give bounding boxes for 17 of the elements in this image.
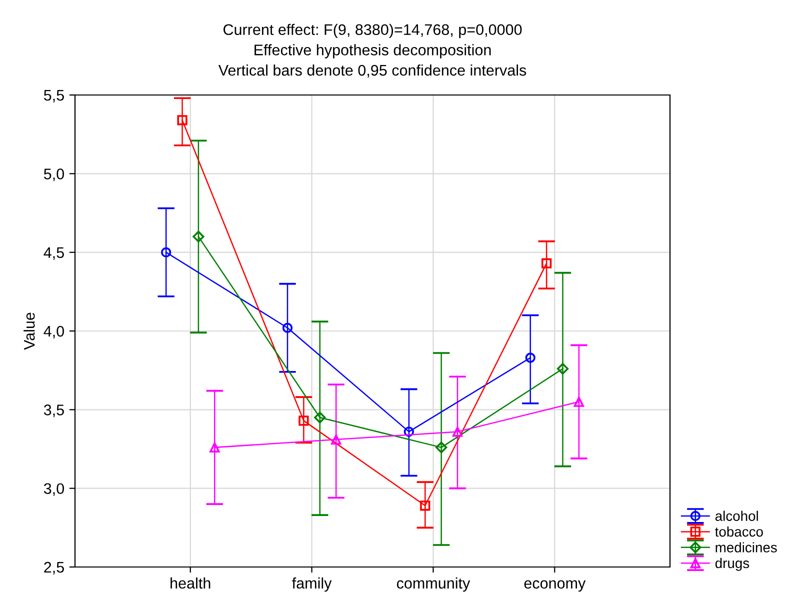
legend-label: medicines — [716, 542, 777, 552]
y-tick-label: 5,0 — [44, 168, 64, 182]
y-tick-label: 2,5 — [44, 562, 64, 574]
chart-title: Current effect: F(9, 8380)=14,768, p=0,0000 Effective hypothesis decomposition Vertical bars denote 0,95 confidence intervals — [218, 24, 526, 78]
y-tick-label: 3,5 — [44, 404, 64, 418]
x-tick-label: economy — [524, 580, 586, 592]
x-tick-label: community — [396, 577, 470, 592]
y-tick-label: 3,0 — [44, 483, 64, 496]
y-tick-label: 4,0 — [44, 326, 64, 338]
y-axis-title: Value — [24, 312, 35, 350]
legend-label: drugs — [715, 558, 750, 571]
legend-label: tobacco — [715, 526, 763, 537]
x-tick-label: family — [292, 577, 332, 592]
y-tick-label: 5,5 — [44, 90, 64, 102]
legend-label: alcohol — [715, 510, 758, 521]
y-tick-label: 4,5 — [44, 247, 64, 260]
x-tick-label: health — [170, 577, 210, 589]
